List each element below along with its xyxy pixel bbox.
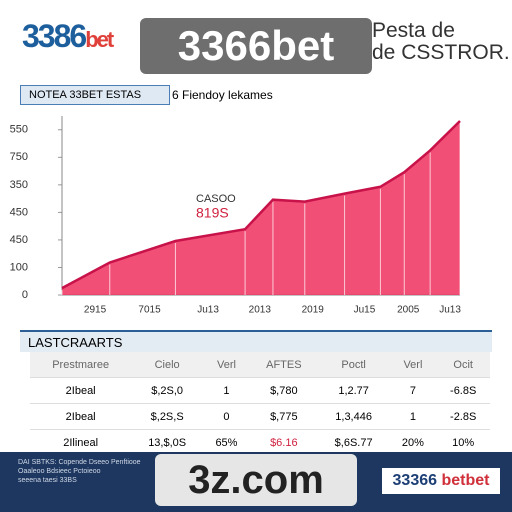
footer-logo: 33366 betbet xyxy=(382,468,500,494)
table-cell: -6.8S xyxy=(436,377,490,404)
y-tick-label: 450 xyxy=(10,206,28,218)
table-cell: $,775 xyxy=(249,403,318,430)
table-cell: $6.16 xyxy=(249,429,318,456)
table-cell: Ocit xyxy=(436,352,490,378)
tagline-2: de CSSTROR. xyxy=(372,41,510,64)
area xyxy=(62,120,460,295)
y-tick-label: 550 xyxy=(10,124,28,136)
table-cell: 1 xyxy=(203,377,250,404)
x-tick-label: Ju13 xyxy=(197,305,219,316)
y-tick-label: 0 xyxy=(22,289,28,301)
table-row: Prestmaree Cielo Verl AFTES Poctl Verl Ocit xyxy=(30,352,490,378)
chart: 0 100 450 450 350 750 550 2915 7015 Ju13 2013 2019 J… xyxy=(10,116,461,316)
table-cell: -2.8S xyxy=(436,403,490,430)
subbar-text: 6 Fiendoy lekames xyxy=(172,88,273,102)
table-cell: 20% xyxy=(389,429,437,456)
table-cell: Cielo xyxy=(131,352,204,378)
x-tick-label: 2013 xyxy=(249,305,272,316)
footer-line: DAI SBTKS: Copende Dseeo Penftiooe xyxy=(18,459,141,466)
table-cell: Verl xyxy=(203,352,250,378)
table: Prestmaree Cielo Verl AFTES Poctl Verl Ocit 2Ib… xyxy=(30,352,490,456)
footer-line: seeena taesi 33BS xyxy=(18,477,77,484)
watermark: 3366bet xyxy=(140,18,372,74)
x-tick-label: 7015 xyxy=(138,305,161,316)
y-tick-label: 350 xyxy=(10,179,28,191)
annotation: CASOO xyxy=(196,193,236,205)
x-tick-label: 2005 xyxy=(397,305,420,316)
table-cell: 2Ilineal xyxy=(30,429,132,456)
table-cell: 2Ibeal xyxy=(30,403,132,430)
x-tick-label: 2915 xyxy=(84,305,107,316)
tagline-1: Pesta de xyxy=(372,19,455,42)
tagline: Pesta de de CSSTROR. xyxy=(372,20,510,64)
table-cell: $,780 xyxy=(249,377,318,404)
table-cell: 2Ibeal xyxy=(30,377,132,404)
logo-bet: bet xyxy=(85,27,114,52)
table-cell: $,2S,0 xyxy=(131,377,204,404)
table-cell: 1,2.77 xyxy=(317,377,390,404)
x-tick-label: Ju15 xyxy=(354,305,376,316)
table-cell: Verl xyxy=(389,352,437,378)
footer-logo-num: 33366 xyxy=(392,472,438,489)
table-cell: $,2S,S xyxy=(131,403,204,430)
footer-text: DAI SBTKS: Copende Dseeo Penftiooe Oaaleo… xyxy=(18,458,141,485)
x-tick-label: Ju13 xyxy=(439,305,461,316)
table-row: 2Ibeal $,2S,0 1 $,780 1,2.77 7 -6.8S xyxy=(30,377,490,404)
footer-logo-bet: betbet xyxy=(441,472,490,489)
logo-num: 3386 xyxy=(22,18,87,54)
y-tick-label: 100 xyxy=(10,261,28,273)
footer-line: Oaaleoo Bdsieec Pctoieoo xyxy=(18,468,101,475)
table-cell: 0 xyxy=(203,403,250,430)
table-cell: AFTES xyxy=(249,352,318,378)
logo: 3386bet xyxy=(22,18,132,68)
table-cell: Prestmaree xyxy=(30,352,132,378)
y-tick-label: 750 xyxy=(10,151,28,163)
table-row: 2Ibeal $,2S,S 0 $,775 1,3,446 1 -2.8S xyxy=(30,403,490,430)
table-title: LASTCRAARTS xyxy=(20,330,492,352)
table-body: Prestmaree Cielo Verl AFTES Poctl Verl Ocit 2Ib… xyxy=(30,352,490,456)
annotation: 819S xyxy=(196,205,229,221)
table-cell: 1 xyxy=(389,403,437,430)
table-cell: 7 xyxy=(389,377,437,404)
table-cell: Poctl xyxy=(317,352,390,378)
table-cell: 1,3,446 xyxy=(317,403,390,430)
footer-watermark: 3z.com xyxy=(155,454,357,506)
x-tick-label: 2019 xyxy=(302,305,325,316)
y-tick-label: 450 xyxy=(10,234,28,246)
table-row: 2Ilineal 13,$,0S 65% $6.16 $,6S.77 20% 10% xyxy=(30,429,490,456)
table-cell: 10% xyxy=(436,429,490,456)
tab: NOTEA 33BET ESTAS xyxy=(20,85,170,105)
line xyxy=(61,120,461,290)
